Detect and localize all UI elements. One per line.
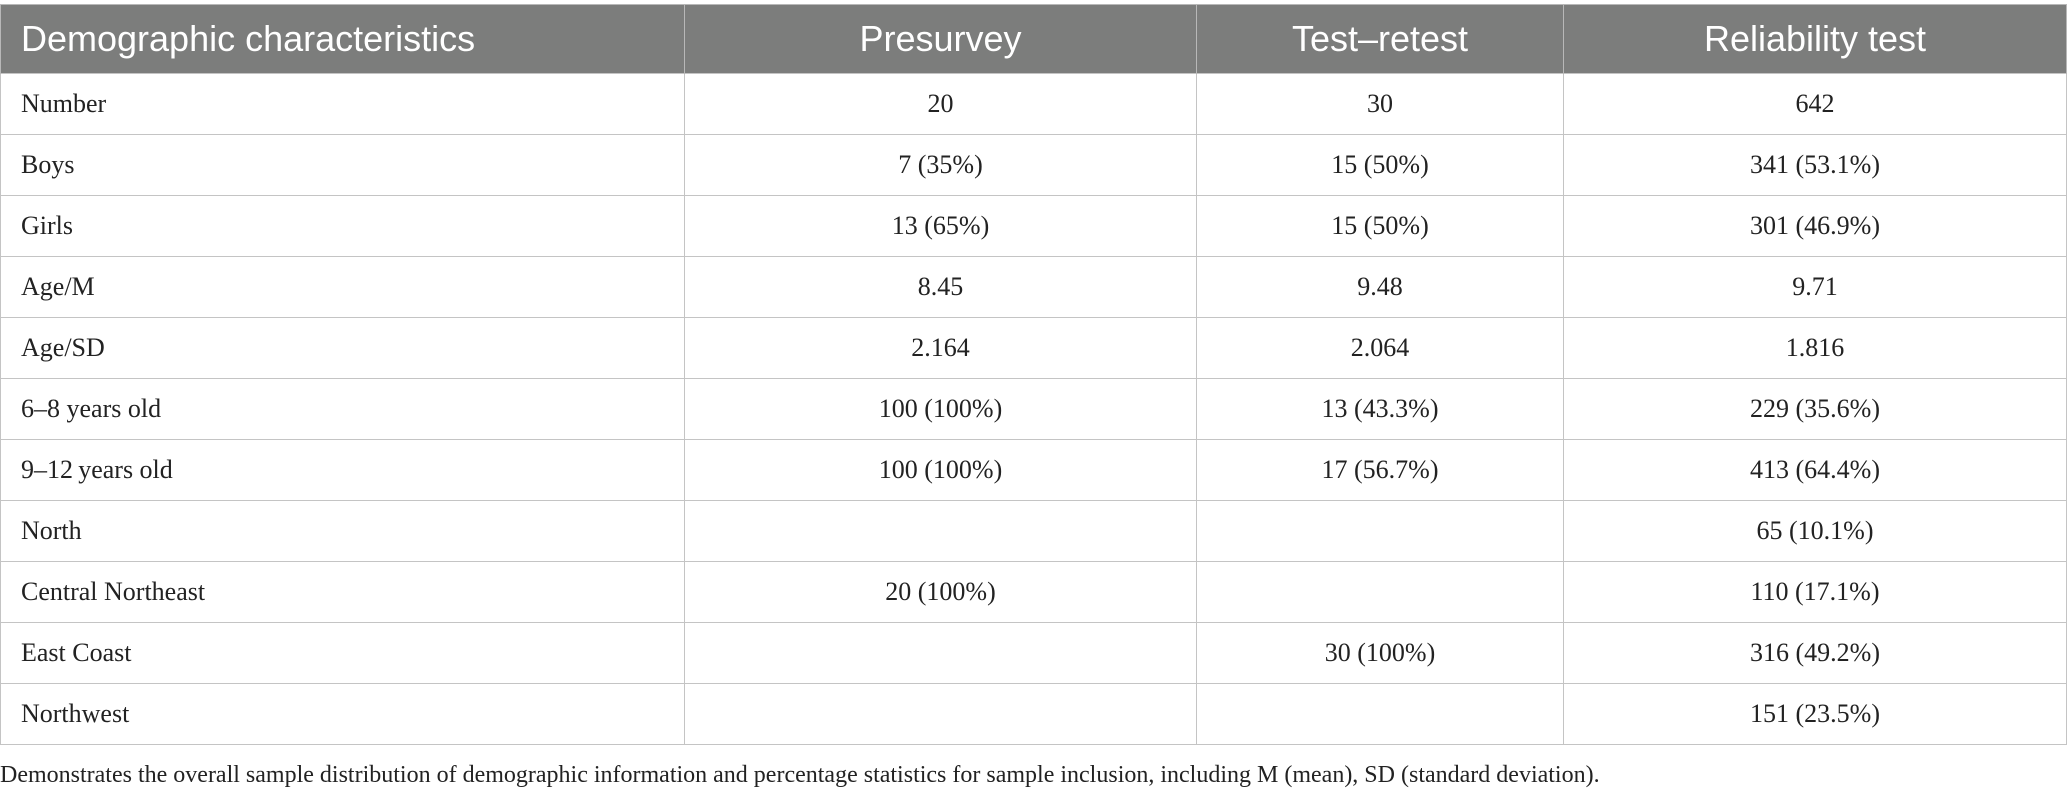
- presurvey-cell: [684, 683, 1197, 745]
- test-retest-cell: [1196, 683, 1564, 745]
- row-label: Number: [0, 73, 685, 135]
- row-label: Age/M: [0, 256, 685, 318]
- table-footnote: Demonstrates the overall sample distribu…: [0, 762, 1600, 788]
- column-header-characteristics: Demographic characteristics: [0, 4, 685, 74]
- row-label: North: [0, 500, 685, 562]
- test-retest-cell: 30 (100%): [1196, 622, 1564, 684]
- reliability-test-cell: 301 (46.9%): [1563, 195, 2067, 257]
- reliability-test-cell: 9.71: [1563, 256, 2067, 318]
- presurvey-cell: 100 (100%): [684, 439, 1197, 501]
- reliability-test-cell: 316 (49.2%): [1563, 622, 2067, 684]
- demographics-table-container: Demographic characteristics Presurvey Te…: [0, 4, 2067, 745]
- presurvey-cell: [684, 500, 1197, 562]
- column-header-test-retest: Test–retest: [1196, 4, 1564, 74]
- test-retest-cell: 13 (43.3%): [1196, 378, 1564, 440]
- presurvey-cell: 20: [684, 73, 1197, 135]
- test-retest-cell: 30: [1196, 73, 1564, 135]
- row-label: Boys: [0, 134, 685, 196]
- reliability-test-cell: 341 (53.1%): [1563, 134, 2067, 196]
- table-row: Boys 7 (35%) 15 (50%) 341 (53.1%): [0, 134, 2067, 196]
- test-retest-cell: 17 (56.7%): [1196, 439, 1564, 501]
- test-retest-cell: 15 (50%): [1196, 195, 1564, 257]
- table-row: Age/SD 2.164 2.064 1.816: [0, 317, 2067, 379]
- reliability-test-cell: 1.816: [1563, 317, 2067, 379]
- table-row: Number 20 30 642: [0, 73, 2067, 135]
- row-label: Age/SD: [0, 317, 685, 379]
- demographics-table: Demographic characteristics Presurvey Te…: [0, 4, 2067, 745]
- test-retest-cell: [1196, 561, 1564, 623]
- presurvey-cell: 2.164: [684, 317, 1197, 379]
- column-header-reliability-test: Reliability test: [1563, 4, 2067, 74]
- row-label: 6–8 years old: [0, 378, 685, 440]
- reliability-test-cell: 413 (64.4%): [1563, 439, 2067, 501]
- reliability-test-cell: 642: [1563, 73, 2067, 135]
- presurvey-cell: 8.45: [684, 256, 1197, 318]
- row-label: East Coast: [0, 622, 685, 684]
- table-row: 9–12 years old 100 (100%) 17 (56.7%) 413…: [0, 439, 2067, 501]
- reliability-test-cell: 229 (35.6%): [1563, 378, 2067, 440]
- table-row: East Coast 30 (100%) 316 (49.2%): [0, 622, 2067, 684]
- test-retest-cell: [1196, 500, 1564, 562]
- table-row: Northwest 151 (23.5%): [0, 683, 2067, 745]
- table-row: Girls 13 (65%) 15 (50%) 301 (46.9%): [0, 195, 2067, 257]
- test-retest-cell: 15 (50%): [1196, 134, 1564, 196]
- reliability-test-cell: 65 (10.1%): [1563, 500, 2067, 562]
- presurvey-cell: 20 (100%): [684, 561, 1197, 623]
- row-label: 9–12 years old: [0, 439, 685, 501]
- presurvey-cell: [684, 622, 1197, 684]
- table-row: Age/M 8.45 9.48 9.71: [0, 256, 2067, 318]
- presurvey-cell: 7 (35%): [684, 134, 1197, 196]
- presurvey-cell: 100 (100%): [684, 378, 1197, 440]
- row-label: Central Northeast: [0, 561, 685, 623]
- reliability-test-cell: 110 (17.1%): [1563, 561, 2067, 623]
- test-retest-cell: 2.064: [1196, 317, 1564, 379]
- row-label: Northwest: [0, 683, 685, 745]
- table-row: North 65 (10.1%): [0, 500, 2067, 562]
- test-retest-cell: 9.48: [1196, 256, 1564, 318]
- table-header-row: Demographic characteristics Presurvey Te…: [0, 4, 2067, 74]
- column-header-presurvey: Presurvey: [684, 4, 1197, 74]
- presurvey-cell: 13 (65%): [684, 195, 1197, 257]
- reliability-test-cell: 151 (23.5%): [1563, 683, 2067, 745]
- table-row: Central Northeast 20 (100%) 110 (17.1%): [0, 561, 2067, 623]
- row-label: Girls: [0, 195, 685, 257]
- table-row: 6–8 years old 100 (100%) 13 (43.3%) 229 …: [0, 378, 2067, 440]
